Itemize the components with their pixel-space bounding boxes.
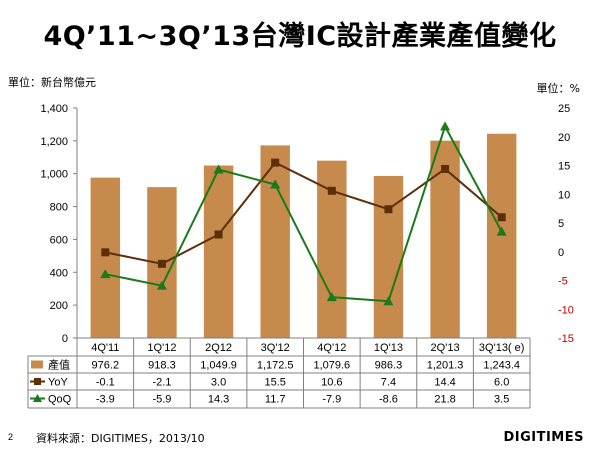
yoy-point-0: [101, 248, 110, 257]
left-tick-label-5: 1,000: [40, 169, 68, 181]
yoy-point-3: [271, 158, 280, 167]
table-cell-yoy-2: 3.0: [211, 377, 226, 389]
qoq-point-4: [326, 292, 337, 302]
table-cell-qoq-7: 3.5: [494, 394, 509, 406]
left-axis-unit: 單位：新台幣億元: [8, 76, 96, 89]
table-cell-qoq-2: 14.3: [208, 394, 229, 406]
qoq-point-2: [213, 164, 224, 174]
table-cell-yoy-5: 7.4: [381, 377, 396, 389]
category-label-1: 1Q'12: [147, 342, 176, 354]
bar-3: [260, 145, 290, 338]
left-tick-label-6: 1,200: [40, 136, 68, 148]
qoq-point-6: [440, 121, 451, 131]
left-tick-label-0: 0: [62, 333, 68, 345]
table-cell-yoy-3: 15.5: [264, 377, 285, 389]
qoq-point-1: [156, 280, 167, 290]
category-label-5: 1Q'13: [374, 342, 403, 354]
qoq-line: [105, 123, 503, 303]
qoq-point-0: [100, 269, 111, 279]
qoq-point-7: [496, 226, 507, 236]
right-tick-label-7: 20: [558, 132, 570, 144]
right-tick-label-3: 0: [558, 247, 564, 259]
right-tick-label-5: 10: [558, 189, 570, 201]
table-cell-產值-5: 986.3: [375, 360, 403, 372]
category-label-4: 4Q'12: [317, 342, 346, 354]
table-cell-產值-3: 1,172.5: [257, 360, 294, 372]
legend-swatch-output: [31, 360, 43, 369]
bar-0: [90, 177, 121, 338]
table-cell-產值-4: 1,079.6: [313, 360, 350, 372]
category-label-2: 2Q12: [205, 342, 232, 354]
yoy-point-7: [497, 213, 506, 222]
yoy-point-6: [441, 164, 450, 173]
legend-marker-qoq: [33, 394, 42, 402]
table-cell-產值-7: 1,243.4: [483, 360, 520, 372]
left-tick-label-3: 600: [50, 234, 68, 246]
table-cell-yoy-6: 14.4: [434, 377, 455, 389]
table-cell-yoy-7: 6.0: [494, 377, 509, 389]
yoy-point-1: [157, 259, 166, 268]
yoy-point-5: [384, 205, 393, 214]
table-cell-qoq-5: -8.6: [379, 394, 398, 406]
bar-2: [203, 165, 234, 338]
left-tick-label-4: 800: [50, 202, 68, 214]
table-cell-產值-0: 976.2: [92, 360, 120, 372]
page-number: 2: [8, 432, 14, 442]
right-tick-label-8: 25: [558, 103, 570, 115]
legend-label-yoy: YoY: [48, 377, 68, 389]
right-tick-label-0: -15: [558, 333, 574, 345]
category-label-6: 2Q'13: [431, 342, 460, 354]
source-note: 資料來源：DIGITIMES，2013/10: [36, 432, 205, 445]
category-label-0: 4Q'11: [91, 342, 119, 354]
digitimes-logo: DIGITIMES: [503, 430, 584, 445]
category-label-3: 3Q'12: [261, 342, 290, 354]
table-cell-yoy-0: -0.1: [96, 377, 115, 389]
table-cell-qoq-6: 21.8: [434, 394, 455, 406]
qoq-point-3: [270, 179, 281, 189]
right-tick-label-2: -5: [558, 276, 568, 288]
yoy-point-4: [327, 186, 336, 195]
table-cell-qoq-4: -7.9: [322, 394, 341, 406]
legend-label-qoq: QoQ: [48, 394, 72, 406]
left-tick-label-1: 200: [50, 300, 68, 312]
chart-title: 4Q’11~3Q’13台灣IC設計產業產值變化: [43, 21, 557, 52]
table-cell-產值-1: 918.3: [148, 360, 176, 372]
left-tick-label-2: 400: [50, 267, 68, 279]
yoy-line: [105, 161, 503, 265]
table-cell-qoq-0: -3.9: [96, 394, 115, 406]
bar-6: [430, 140, 460, 338]
category-label-7: 3Q'13( e): [479, 342, 525, 354]
bar-7: [486, 133, 517, 338]
bar-5: [373, 175, 404, 338]
qoq-point-5: [383, 296, 394, 306]
table-cell-qoq-3: 11.7: [265, 394, 286, 406]
right-axis-unit: 單位：%: [536, 82, 580, 95]
left-tick-label-7: 1,400: [40, 103, 68, 115]
legend-marker-yoy: [34, 378, 41, 385]
right-tick-label-1: -10: [558, 304, 574, 316]
table-cell-產值-2: 1,049.9: [200, 360, 237, 372]
yoy-point-2: [214, 230, 223, 239]
right-tick-label-4: 5: [558, 218, 564, 230]
right-tick-label-6: 15: [558, 161, 570, 173]
table-cell-qoq-1: -5.9: [152, 394, 171, 406]
table-cell-yoy-4: 10.6: [321, 377, 342, 389]
table-cell-產值-6: 1,201.3: [427, 360, 464, 372]
table-cell-yoy-1: -2.1: [152, 377, 171, 389]
legend-label-產值: 產值: [48, 358, 70, 372]
